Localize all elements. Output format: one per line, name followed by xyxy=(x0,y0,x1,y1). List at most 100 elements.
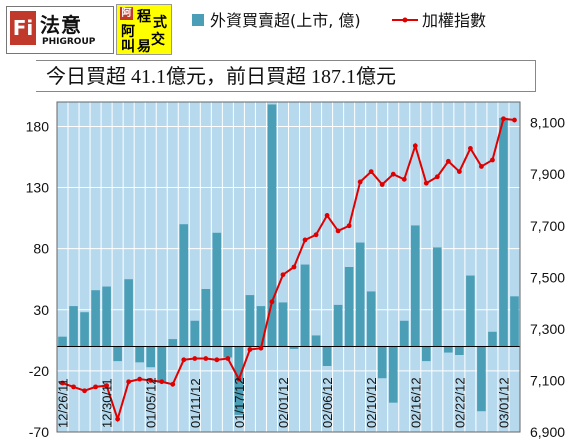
bar xyxy=(355,242,365,347)
bar xyxy=(80,312,89,347)
legend-line-label: 加權指數 xyxy=(422,11,486,30)
bar xyxy=(179,224,189,347)
y-right-tick-label: 8,100 xyxy=(530,115,565,131)
index-point xyxy=(479,164,484,169)
index-point xyxy=(423,180,429,186)
bar xyxy=(433,247,442,347)
index-point xyxy=(258,345,264,351)
bar xyxy=(223,346,233,358)
y-right-tick-label: 7,300 xyxy=(530,321,565,337)
bar xyxy=(410,225,420,347)
bar xyxy=(256,306,266,347)
bar xyxy=(212,232,222,347)
index-point xyxy=(214,357,220,363)
x-tick-label: 12/26/11 xyxy=(56,378,71,428)
y-left-tick-label: 180 xyxy=(26,118,50,134)
index-point xyxy=(346,223,352,229)
index-point xyxy=(115,416,121,422)
bar xyxy=(157,346,167,384)
index-point xyxy=(412,143,418,149)
index-point xyxy=(203,356,209,361)
index-point xyxy=(82,388,87,394)
bar xyxy=(102,286,111,347)
badge-glyph: 式 xyxy=(153,15,167,31)
badge-glyph: 交 xyxy=(151,32,165,48)
index-point xyxy=(324,213,330,218)
bar xyxy=(455,346,464,355)
brand-mark: Fi xyxy=(10,11,36,45)
bar xyxy=(135,346,144,363)
bar xyxy=(113,346,122,362)
bar xyxy=(322,346,332,366)
index-point xyxy=(181,357,187,363)
bar xyxy=(488,331,497,347)
index-point xyxy=(467,146,473,151)
index-point xyxy=(225,356,231,361)
index-point xyxy=(71,384,76,390)
index-point xyxy=(269,299,275,305)
bar xyxy=(124,279,133,347)
bar xyxy=(466,275,475,347)
bar xyxy=(289,346,299,349)
x-tick-label: 02/16/12 xyxy=(408,377,423,428)
bar xyxy=(311,335,321,347)
index-point xyxy=(280,272,286,278)
y-right-tick-label: 7,700 xyxy=(530,218,565,234)
x-tick-label: 02/01/12 xyxy=(276,377,291,428)
index-point xyxy=(379,182,385,187)
badge-glyph: 易 xyxy=(137,39,151,55)
index-point xyxy=(137,376,143,382)
index-point xyxy=(357,179,363,185)
x-tick-label: 12/30/11 xyxy=(100,378,115,428)
bar xyxy=(58,336,67,347)
x-tick-label: 01/05/12 xyxy=(144,377,159,428)
bar xyxy=(69,306,78,347)
plot-frame xyxy=(56,101,521,433)
bar xyxy=(477,346,486,412)
index-point xyxy=(148,378,154,383)
bar xyxy=(377,346,387,379)
bar xyxy=(267,104,277,347)
badge-glyph: 阿 xyxy=(121,24,135,40)
subtitle: 今日買超 41.1億元，前日買超 187.1億元 xyxy=(36,60,536,92)
y-right-tick-label: 7,500 xyxy=(530,269,565,285)
index-point xyxy=(93,384,98,390)
bar xyxy=(278,302,288,347)
index-point xyxy=(126,379,132,385)
y-left-tick-label: 130 xyxy=(26,180,50,196)
legend-line-marker xyxy=(402,17,408,23)
index-point xyxy=(60,380,65,386)
y-left-tick-label: -70 xyxy=(29,424,49,440)
bar xyxy=(190,320,200,347)
index-point xyxy=(104,383,110,388)
index-point xyxy=(291,264,297,270)
bar xyxy=(499,117,508,347)
index-point xyxy=(247,347,253,352)
legend-bar-swatch xyxy=(192,14,204,26)
x-tick-label: 02/10/12 xyxy=(364,377,379,428)
bar xyxy=(245,295,255,347)
x-tick-label: 01/17/12 xyxy=(232,377,247,428)
x-tick-label: 03/01/12 xyxy=(496,377,511,428)
index-point xyxy=(302,237,308,243)
index-point xyxy=(456,169,462,175)
bar xyxy=(399,320,409,347)
y-left-tick-label: -20 xyxy=(29,363,49,379)
index-point xyxy=(313,232,319,238)
badge-glyph: 叫 xyxy=(121,39,135,55)
bar xyxy=(444,346,453,353)
x-tick-label: 02/22/12 xyxy=(452,377,467,428)
index-point xyxy=(192,356,198,361)
index-point xyxy=(236,376,242,382)
bar xyxy=(344,267,354,347)
x-tick-label: 02/06/12 xyxy=(320,377,335,428)
index-point xyxy=(159,379,165,385)
bar xyxy=(146,346,156,368)
bar xyxy=(366,291,376,347)
bar xyxy=(333,304,343,347)
y-right-tick-label: 7,900 xyxy=(530,166,565,182)
index-point xyxy=(501,116,506,122)
bar xyxy=(421,346,431,362)
index-point xyxy=(445,158,451,164)
